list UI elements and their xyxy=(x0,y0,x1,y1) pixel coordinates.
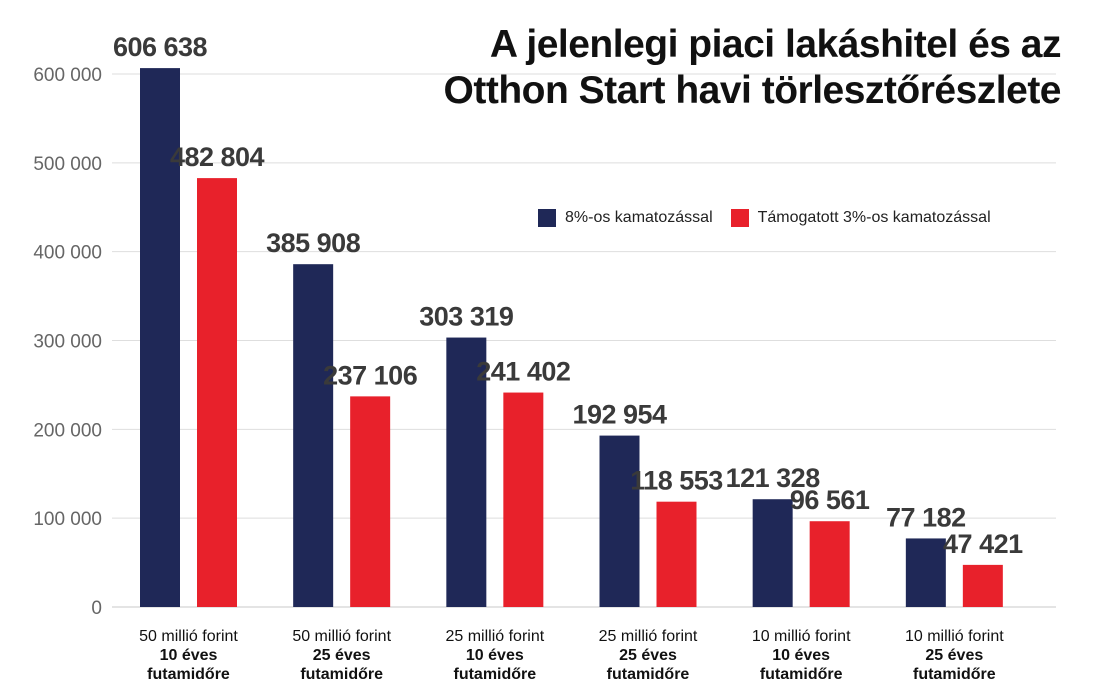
y-tick-label: 200 000 xyxy=(33,420,102,441)
chart-title: A jelenlegi piaci lakáshitel és az Ottho… xyxy=(443,22,1062,114)
x-tick-label: 10 millió forint xyxy=(905,628,1004,645)
x-tick-label: 25 millió forint xyxy=(599,628,698,645)
data-label: 606 638 xyxy=(113,32,208,62)
x-tick-label: 50 millió forint xyxy=(139,628,238,645)
x-tick-label: 10 éves xyxy=(160,647,218,664)
x-tick-label: futamidőre xyxy=(147,666,230,683)
x-tick-label: futamidőre xyxy=(607,666,690,683)
legend-swatch-red xyxy=(730,209,749,227)
legend: 8%-os kamatozással Támogatott 3%-os kama… xyxy=(538,209,1009,227)
x-tick-label: 10 éves xyxy=(466,647,524,664)
bar-supported-3-percent xyxy=(656,501,697,607)
bar-supported-3-percent xyxy=(197,178,237,607)
legend-label: 8%-os kamatozással xyxy=(565,209,713,226)
y-tick-label: 100 000 xyxy=(33,509,102,530)
x-tick-label: 25 éves xyxy=(925,647,983,664)
bar-market-8-percent xyxy=(599,435,640,607)
y-axis-ticks: 0 100 000 200 000 300 000 400 000 500 000 600 … xyxy=(33,65,102,619)
x-tick-label: 10 éves xyxy=(772,647,830,664)
y-tick-label: 600 000 xyxy=(33,65,102,86)
y-tick-label: 500 000 xyxy=(33,154,102,175)
data-label: 482 804 xyxy=(170,142,265,172)
y-tick-label: 400 000 xyxy=(33,243,102,264)
x-tick-label: 25 éves xyxy=(313,647,371,664)
chart-title-line-1: A jelenlegi piaci lakáshitel és az xyxy=(489,23,1062,66)
x-tick-label: 50 millió forint xyxy=(292,628,391,645)
bar-supported-3-percent xyxy=(809,521,850,607)
data-label: 385 908 xyxy=(266,228,361,258)
bar-supported-3-percent xyxy=(350,396,391,607)
data-label: 118 553 xyxy=(630,466,723,496)
x-tick-label: futamidőre xyxy=(913,666,996,683)
x-tick-label: futamidőre xyxy=(300,666,383,683)
data-label: 303 319 xyxy=(419,302,514,332)
gridlines xyxy=(112,73,1056,608)
x-tick-label: futamidőre xyxy=(760,666,843,683)
data-label: 241 402 xyxy=(476,357,570,387)
y-tick-label: 300 000 xyxy=(33,332,102,353)
data-label: 121 328 xyxy=(726,463,821,493)
data-label: 192 954 xyxy=(572,400,667,430)
bar-supported-3-percent xyxy=(503,392,544,607)
legend-item-3-percent: Támogatott 3%-os kamatozással xyxy=(730,209,991,227)
data-label: 96 561 xyxy=(790,485,870,515)
bar-market-8-percent xyxy=(905,538,946,607)
x-tick-label: 25 éves xyxy=(619,647,677,664)
legend-item-8-percent: 8%-os kamatozással xyxy=(538,209,713,227)
bar-market-8-percent xyxy=(140,68,180,607)
x-tick-label: 25 millió forint xyxy=(445,628,544,645)
bars xyxy=(140,68,1003,607)
bar-market-8-percent xyxy=(446,337,487,607)
x-tick-label: futamidőre xyxy=(453,666,536,683)
bar-supported-3-percent xyxy=(962,564,1003,607)
bar-market-8-percent xyxy=(752,499,793,607)
x-axis-ticks: 50 millió forint 10 éves futamidőre 50 mill… xyxy=(139,628,1004,683)
data-label: 47 421 xyxy=(943,529,1023,559)
data-label: 77 182 xyxy=(886,502,966,532)
y-tick-label: 0 xyxy=(91,598,102,619)
chart-title-line-2: Otthon Start havi törlesztőrészlete xyxy=(443,69,1062,112)
legend-swatch-navy xyxy=(538,209,556,227)
bar-market-8-percent xyxy=(293,264,334,607)
legend-label: Támogatott 3%-os kamatozással xyxy=(757,209,991,226)
data-label: 237 106 xyxy=(323,360,418,390)
x-tick-label: 10 millió forint xyxy=(752,628,851,645)
